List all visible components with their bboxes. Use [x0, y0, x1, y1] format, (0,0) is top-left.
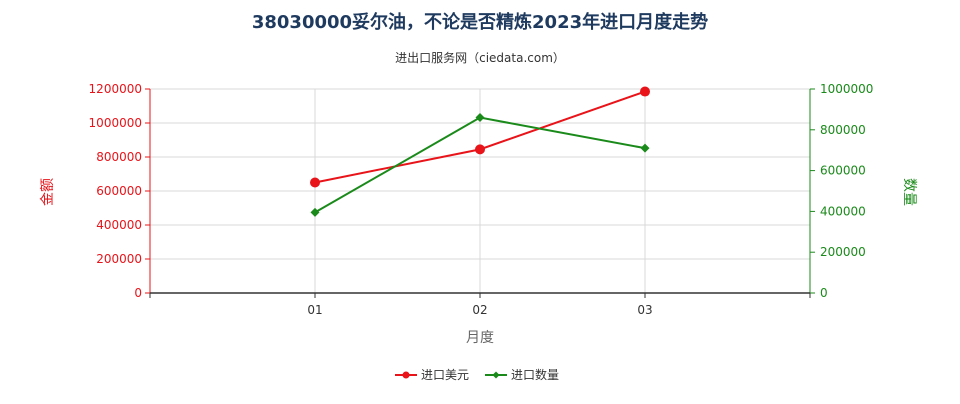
x-tick-label: 01 — [307, 303, 322, 317]
legend: 进口美元 进口数量 — [395, 367, 559, 382]
y-right-tick-label: 1000000 — [820, 82, 873, 96]
y-axis-left-title: 金额 — [40, 178, 56, 206]
tick-labels: 0 200000 400000 600000 800000 1000000 1200000 0… — [89, 82, 874, 317]
y-right-tick-label: 800000 — [820, 123, 866, 137]
data-point-2 — [640, 143, 650, 153]
y-left-tick-label: 600000 — [96, 184, 142, 198]
data-point-1 — [310, 177, 320, 188]
legend-label: 进口数量 — [511, 367, 559, 382]
series — [310, 86, 650, 217]
y-right-tick-label: 0 — [820, 286, 828, 300]
y-left-tick-label: 1000000 — [89, 116, 142, 130]
y-left-tick-label: 0 — [134, 286, 142, 300]
y-axis-right-title: 数量 — [901, 178, 917, 206]
y-left-tick-label: 800000 — [96, 150, 142, 164]
y-left-tick-label: 400000 — [96, 218, 142, 232]
chart-title: 38030000妥尔油，不论是否精炼2023年进口月度走势 — [252, 11, 708, 33]
legend-label: 进口美元 — [421, 368, 469, 382]
x-axis-title: 月度 — [466, 330, 494, 346]
x-tick-label: 02 — [472, 303, 487, 317]
axes — [145, 88, 815, 298]
legend-swatch-marker — [492, 371, 500, 379]
data-point-2 — [475, 113, 485, 123]
data-point-1 — [640, 86, 650, 97]
y-right-tick-label: 200000 — [820, 245, 866, 259]
x-tick-label: 03 — [637, 303, 652, 317]
y-right-tick-label: 600000 — [820, 164, 866, 178]
grid — [150, 88, 810, 293]
legend-swatch-marker — [402, 371, 410, 379]
y-left-tick-label: 1200000 — [89, 82, 142, 96]
chart-subtitle: 进出口服务网（ciedata.com） — [395, 50, 565, 65]
y-left-tick-label: 200000 — [96, 252, 142, 266]
y-right-tick-label: 400000 — [820, 204, 866, 218]
data-point-2 — [310, 207, 320, 217]
data-point-1 — [475, 144, 485, 155]
